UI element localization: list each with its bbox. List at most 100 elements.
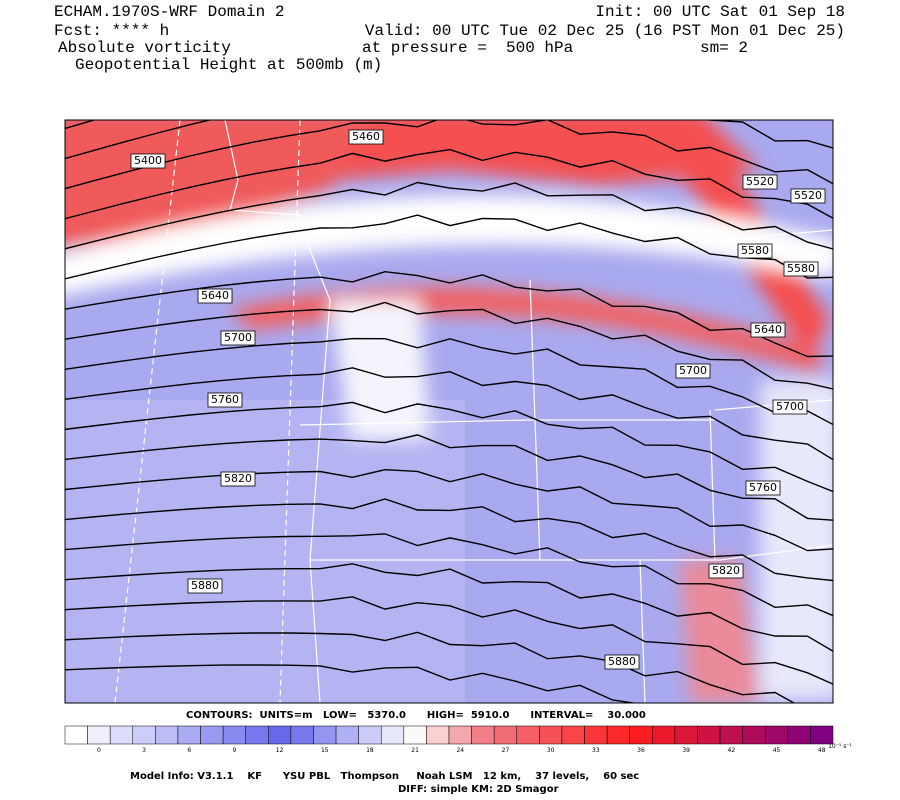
contour-label-box (197, 288, 233, 304)
colorbar-label: 0 (97, 747, 101, 754)
colorbar-label: 18 (366, 747, 374, 754)
contour-label: 5580 (787, 262, 815, 275)
contour-label: 5880 (608, 655, 636, 668)
height-contour (65, 563, 833, 652)
colorbar-cell (516, 725, 540, 745)
height-contour (65, 270, 833, 358)
colorbar-cell (109, 725, 134, 745)
colorbar-label: 33 (592, 747, 600, 754)
contour-label-box (790, 188, 826, 204)
colorbar-cell (87, 725, 111, 745)
contour-label-box (220, 330, 256, 346)
pressure-level: at pressure = 500 hPa (362, 39, 574, 57)
colorbar-cell (222, 725, 246, 745)
contour-label-box (675, 363, 711, 379)
colorbar-cell (652, 725, 676, 745)
colorbar-cell (426, 725, 450, 745)
contour-label-box (783, 261, 819, 277)
colorbar-cell (584, 725, 608, 745)
colorbar-cell (493, 725, 518, 745)
title: ECHAM.1970S-WRF Domain 2 (54, 3, 284, 21)
height-contour (65, 367, 833, 461)
colorbar-cell (448, 725, 472, 745)
forecast-hour: Fcst: **** h (54, 22, 169, 40)
contour-label-box (207, 392, 243, 408)
contour-info: CONTOURS: UNITS=m LOW= 5370.0 HIGH= 5910… (186, 710, 646, 721)
colorbar-cell (155, 725, 179, 745)
colorbar-label: 36 (637, 747, 645, 754)
colorbar-label: 27 (502, 747, 510, 754)
colorbar-label: 15 (321, 747, 329, 754)
contour-label: 5520 (746, 175, 774, 188)
contour-label-box (772, 399, 808, 415)
contour-label-box (220, 471, 256, 487)
height-contour (65, 337, 833, 426)
map (65, 120, 833, 703)
colorbar-cell (177, 725, 201, 745)
contour-label: 5700 (776, 400, 804, 413)
contour-labels: 5400 5460 5520 5520 5580 5580 5640 5640 5700 5700… (130, 129, 826, 670)
colorbar-cell (335, 725, 359, 745)
colorbar-cell (719, 725, 743, 745)
contour-label-box (742, 174, 778, 190)
contour-label-box (187, 578, 223, 594)
height-contour (65, 596, 833, 685)
colorbar-cell (629, 725, 653, 745)
height-contour (65, 181, 833, 250)
colorbar-cell (403, 725, 427, 745)
colorbar-cell (561, 725, 585, 745)
colorbar-cell (268, 725, 292, 745)
height-contour (65, 468, 833, 552)
field-name: Absolute vorticity (58, 39, 231, 57)
colorbar-label: 12 (276, 747, 284, 754)
height-contour (65, 120, 833, 190)
contour-label: 5580 (741, 244, 769, 257)
contour-label: 5400 (134, 154, 162, 167)
height-contour (65, 434, 833, 521)
height-contour (65, 148, 833, 220)
contour-field-name: Geopotential Height at 500mb (m) (75, 56, 382, 74)
colorbar-label: 21 (411, 747, 419, 754)
colorbar-label: 6 (187, 747, 191, 754)
colorbar-cell (200, 725, 224, 745)
contour-label: 5460 (352, 130, 380, 143)
contour-label: 5700 (679, 364, 707, 377)
colorbar-label: 42 (728, 747, 736, 754)
contour-label-box (737, 243, 773, 259)
smoothing: sm= 2 (700, 39, 748, 57)
contour-label: 5520 (794, 189, 822, 202)
contour-label: 5820 (224, 472, 252, 485)
height-contour (65, 631, 796, 703)
height-contour (65, 401, 833, 493)
contour-label-box (750, 322, 786, 338)
contour-label-box (130, 153, 166, 169)
colorbar-cell (290, 725, 314, 745)
contour-label-box (348, 129, 384, 145)
colorbar-label: 45 (773, 747, 781, 754)
colorbar-unit: 10⁻⁵ s⁻¹ (828, 743, 852, 750)
colorbar-cell (358, 725, 382, 745)
contour-label: 5760 (749, 481, 777, 494)
init-time: Init: 00 UTC Sat 01 Sep 18 (595, 3, 845, 21)
colorbar-cell (132, 725, 156, 745)
colorbar-cell (764, 725, 789, 745)
height-contour (65, 498, 833, 582)
colorbar-cell (64, 725, 88, 745)
contour-label-box (745, 480, 781, 496)
model-info: Model Info: V3.1.1 KF YSU PBL Thompson N… (130, 771, 639, 782)
colorbar-label: 30 (547, 747, 555, 754)
colorbar-cell (787, 725, 811, 745)
colorbar-label: 9 (232, 747, 236, 754)
colorbar-cell (245, 725, 269, 745)
colorbar-cell (742, 725, 766, 745)
colorbar-cell (539, 725, 563, 745)
colorbar-cell (313, 725, 337, 745)
colorbar-cell (471, 725, 495, 745)
height-contour (65, 664, 639, 703)
colorbar-label: 39 (682, 747, 690, 754)
colorbar-label: 48 (818, 747, 826, 754)
valid-time: Valid: 00 UTC Tue 02 Dec 25 (16 PST Mon … (365, 22, 845, 40)
contour-label-box (708, 563, 744, 579)
